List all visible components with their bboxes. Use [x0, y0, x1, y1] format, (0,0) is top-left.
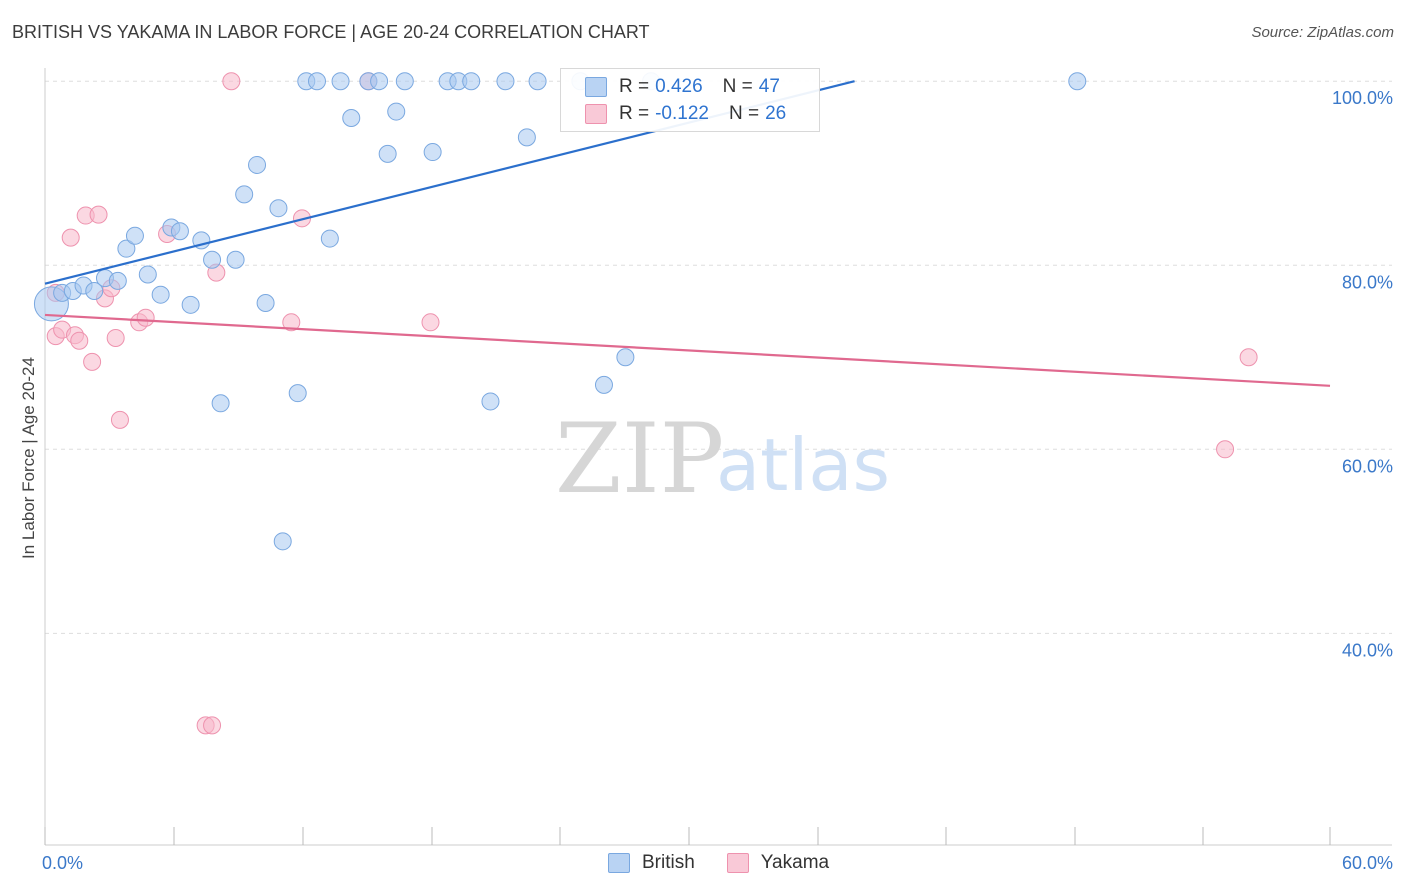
british-point [181, 295, 200, 314]
yakama-point [61, 228, 80, 247]
y-axis-label: In Labor Force | Age 20-24 [19, 357, 38, 559]
axes [44, 68, 1392, 846]
yakama-trend-line [44, 313, 1331, 387]
yakama-point [1216, 440, 1235, 459]
british-point [151, 285, 170, 304]
british-point [395, 72, 414, 91]
british-point [211, 394, 230, 413]
tick-labels: 40.0% 60.0% 80.0% 100.0% 0.0% 60.0% [42, 88, 1393, 873]
yakama-point [110, 410, 129, 429]
british-r-label: R = [619, 76, 650, 97]
british-point [85, 282, 104, 301]
stats-legend: R = 0.426 N = 47 R = -0.122 N = 26 [560, 68, 820, 132]
british-point [256, 293, 275, 312]
british-point [378, 144, 397, 163]
legend-row-british: R = 0.426 N = 47 [585, 75, 780, 99]
british-point [273, 532, 292, 551]
british-point [170, 222, 189, 241]
yakama-point [89, 205, 108, 224]
british-r-value: 0.426 [655, 76, 703, 97]
legend-item-british: British [608, 852, 695, 874]
british-point [269, 199, 288, 218]
yakama-r-label: R = [619, 103, 650, 124]
yakama-point [282, 313, 301, 332]
yakama-point [222, 72, 241, 91]
yakama-point [203, 716, 222, 735]
y-tick-label: 40.0% [1342, 640, 1393, 660]
british-legend-swatch [608, 853, 630, 873]
british-point [125, 226, 144, 245]
yakama-legend-label: Yakama [760, 852, 830, 873]
british-point [616, 348, 635, 367]
british-point [528, 72, 547, 91]
british-legend-label: British [642, 852, 695, 873]
yakama-point [1239, 348, 1258, 367]
yakama-legend-swatch [726, 853, 749, 873]
yakama-point [136, 308, 155, 327]
british-point [331, 72, 350, 91]
x-tick-label: 60.0% [1342, 853, 1393, 873]
british-point [1068, 72, 1087, 91]
british-point [138, 265, 157, 284]
british-point [235, 185, 254, 204]
source-label: Source: ZipAtlas.com [1251, 24, 1394, 41]
british-point [203, 250, 222, 269]
yakama-r-value: -0.122 [655, 103, 709, 124]
british-point [226, 250, 245, 269]
british-point [288, 384, 307, 403]
chart-title: BRITISH VS YAKAMA IN LABOR FORCE | AGE 2… [12, 22, 650, 42]
y-tick-label: 60.0% [1342, 456, 1393, 476]
yakama-point [106, 328, 125, 347]
yakama-n-label: N = [728, 103, 760, 124]
british-point [320, 229, 339, 248]
british-point [108, 271, 127, 290]
yakama-point [421, 313, 440, 332]
yakama-point [70, 331, 89, 350]
british-point [370, 72, 389, 91]
british-point [248, 155, 267, 174]
yakama-n-value: 26 [765, 103, 787, 124]
grid [45, 80, 1392, 634]
series-legend: British Yakama [608, 852, 861, 874]
british-point [462, 72, 481, 91]
british-point [517, 128, 536, 147]
british-point [342, 109, 361, 128]
legend-row-yakama: R = -0.122 N = 26 [585, 102, 786, 126]
legend-item-yakama: Yakama [726, 852, 830, 874]
british-point [481, 392, 500, 411]
british-point [496, 72, 515, 91]
x-tick-label: 0.0% [42, 853, 83, 873]
watermark-atlas: atlas [716, 423, 890, 507]
british-point [423, 143, 442, 162]
yakama-point [83, 352, 102, 371]
y-tick-label: 80.0% [1342, 272, 1393, 292]
british-point [117, 239, 136, 258]
british-n-label: N = [722, 76, 753, 97]
british-n-value: 47 [758, 76, 780, 97]
yakama-swatch [585, 104, 607, 124]
british-point [307, 72, 326, 91]
british-point [387, 102, 406, 121]
y-tick-label: 100.0% [1332, 88, 1393, 108]
british-swatch [585, 77, 607, 97]
watermark-zip: ZIP [555, 403, 724, 515]
british-point [594, 375, 613, 394]
